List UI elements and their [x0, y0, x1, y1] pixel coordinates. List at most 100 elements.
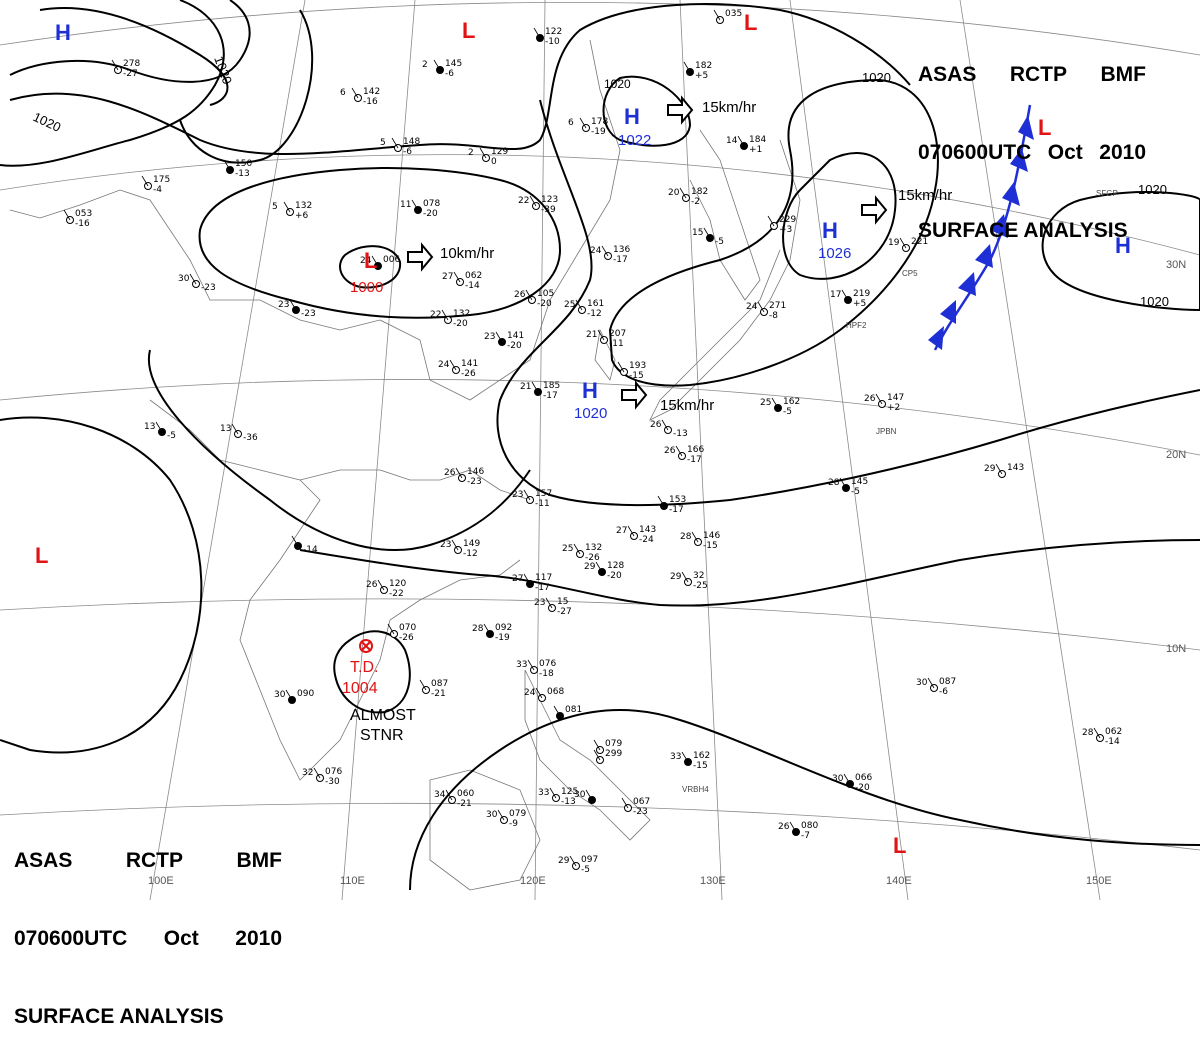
station-plot: 27 143-24	[616, 525, 656, 545]
station-plot: 24 271-8	[746, 301, 786, 321]
station-temperature: 26	[864, 394, 876, 404]
front-barb	[940, 300, 956, 324]
station-temperature: 5	[272, 202, 278, 212]
wind-barb	[789, 821, 797, 833]
wind-barb	[569, 855, 577, 867]
low-center-label: L	[462, 18, 475, 43]
station-tendency: -24	[639, 535, 654, 545]
station-tendency: -12	[463, 549, 478, 559]
low-center-pressure: 1000	[350, 279, 383, 296]
lon-label: 120E	[520, 875, 546, 887]
station-pressure: 076	[325, 767, 342, 777]
high-center-pressure: 1026	[818, 245, 851, 262]
station-pressure: 271	[769, 301, 786, 311]
low-center-label: L	[1038, 115, 1051, 140]
header-line-2: 070600UTC Oct 2010	[14, 927, 282, 950]
station-tendency: 0	[491, 157, 497, 167]
movement-speed: 10km/hr	[440, 245, 494, 262]
station-tendency: -39	[541, 205, 556, 215]
station-tendency: -9	[509, 819, 518, 829]
lon-label: 130E	[700, 875, 726, 887]
station-plot: 23 157-11	[512, 489, 552, 509]
isobar-high-1020-east	[1041, 191, 1200, 312]
isobar-value: 1020	[31, 109, 64, 135]
station-tendency: -27	[557, 607, 572, 617]
station-pressure: 142	[363, 87, 380, 97]
station-temperature: 30	[178, 274, 190, 284]
station-pressure: 062	[465, 271, 482, 281]
station-tendency: -6	[445, 69, 454, 79]
station-pressure: 146	[703, 531, 720, 541]
station-tendency: +5	[853, 299, 866, 309]
wind-barb	[679, 187, 687, 199]
station-pressure: 132	[453, 309, 470, 319]
station-pressure: 149	[463, 539, 480, 549]
station-plot: 33 125-13	[538, 787, 578, 807]
station-plot: 14 184+1	[726, 135, 766, 155]
station-tendency: -25	[693, 581, 708, 591]
station-plot: 28 062-14	[1082, 727, 1122, 747]
td-motion-line2: STNR	[360, 727, 404, 744]
wind-barb	[713, 9, 721, 21]
station-temperature: 22	[430, 310, 441, 320]
station-pressure: 157	[535, 489, 552, 499]
isobar-value: 1020	[604, 77, 631, 91]
station-plot: 150-13	[223, 159, 252, 179]
wind-barb	[391, 137, 399, 149]
map-labels: H 1022 H 1026 H 1020 H H L 1000 L L L L …	[31, 10, 1187, 887]
station-pressure: 141	[507, 331, 524, 341]
station-plot: 21 185-17	[520, 381, 560, 401]
station-ids: SFGP CP5 HPF2 JPBN VRBH4	[682, 189, 1118, 794]
station-tendency: +5	[695, 71, 708, 81]
station-temperature: 2	[422, 60, 428, 70]
station-plot: 19 221	[888, 237, 928, 252]
low-center-label: L	[744, 10, 757, 35]
station-plot: 13 -5	[144, 421, 176, 441]
station-tendency: -13	[235, 169, 250, 179]
high-center-label: H	[822, 218, 838, 243]
station-temperature: 30	[916, 678, 928, 688]
station-tendency: +6	[295, 211, 309, 221]
station-tendency: -12	[587, 309, 602, 319]
station-temperature: 23	[484, 332, 495, 342]
wind-barb	[875, 393, 883, 405]
wind-barb	[497, 809, 505, 821]
meridian-130e	[679, 0, 723, 900]
station-pressure: 097	[581, 855, 598, 865]
station-temperature: 30	[574, 790, 586, 800]
wind-barb	[843, 773, 851, 785]
station-tendency: -26	[585, 553, 600, 563]
station-temperature: 23	[512, 490, 523, 500]
parallel-30n	[0, 154, 1200, 256]
station-pressure: 129	[491, 147, 508, 157]
station-tendency: -6	[403, 147, 412, 157]
station-pressure: 092	[495, 623, 512, 633]
station-tendency: -23	[301, 309, 316, 319]
td-motion-line1: ALMOST	[350, 707, 416, 724]
station-pressure: 229	[779, 215, 796, 225]
station-tendency: -20	[507, 341, 522, 351]
wind-barb	[621, 797, 629, 809]
station-plot: 34 060-21	[434, 789, 474, 809]
station-pressure: 175	[153, 175, 170, 185]
station-tendency: -2	[691, 197, 700, 207]
station-pressure: 090	[297, 689, 314, 699]
header-line-1: ASAS RCTP BMF	[918, 63, 1146, 86]
station-temperature: 19	[888, 238, 900, 248]
station-tendency: -15	[629, 371, 644, 381]
station-pressure: 122	[545, 27, 562, 37]
station-pressure: 278	[123, 59, 140, 69]
station-tendency: -13	[673, 429, 688, 439]
wind-barb	[479, 147, 487, 159]
station-temperature: 32	[302, 768, 313, 778]
wind-barb	[585, 789, 593, 801]
wind-barb	[231, 423, 239, 435]
wind-barb	[531, 381, 539, 393]
station-tendency: -16	[363, 97, 378, 107]
map-header-top-right: ASAS RCTP BMF 070600UTC Oct 2010 SURFACE ANA…	[918, 10, 1146, 270]
station-tendency: -14	[465, 281, 480, 291]
station-plot: 23 141-20	[484, 331, 524, 351]
wind-barb	[927, 677, 935, 689]
station-tendency: -5	[783, 407, 792, 417]
